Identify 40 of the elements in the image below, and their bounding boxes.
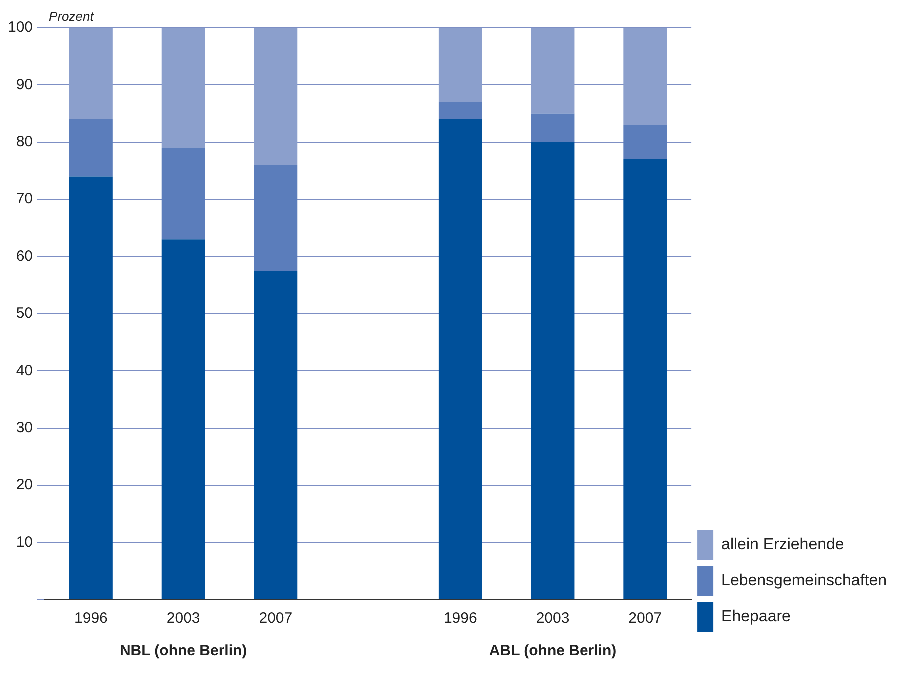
y-tick-label: 20 bbox=[16, 476, 34, 494]
x-tick-label: 2007 bbox=[628, 610, 662, 628]
bar bbox=[162, 28, 206, 148]
y-tick-label: 100 bbox=[8, 19, 34, 36]
y-tick-label: 90 bbox=[16, 76, 34, 94]
y-tick-label: 50 bbox=[16, 305, 34, 322]
bar bbox=[254, 28, 298, 166]
y-tick-label: 10 bbox=[16, 534, 34, 551]
text: ABL (ohne Berlin) bbox=[489, 642, 617, 660]
bar bbox=[624, 28, 668, 126]
y-tick-label: 60 bbox=[16, 248, 34, 265]
x-tick-label: 2003 bbox=[166, 610, 200, 628]
bar bbox=[70, 176, 113, 600]
text: NBL (ohne Berlin) bbox=[120, 642, 248, 660]
legend-label: Ehepaare bbox=[722, 608, 792, 626]
bar bbox=[624, 125, 668, 160]
bar bbox=[70, 28, 113, 120]
legend-label: Lebensgemeinschaften bbox=[722, 572, 887, 590]
bar bbox=[254, 165, 298, 272]
bar bbox=[254, 271, 298, 600]
bar bbox=[531, 114, 575, 142]
y-tick-label: 30 bbox=[16, 420, 34, 437]
bar bbox=[438, 120, 482, 600]
x-tick-label: 2007 bbox=[259, 610, 293, 628]
x-tick-label: 1996 bbox=[444, 610, 478, 628]
bar bbox=[531, 142, 575, 600]
y-tick-label: 70 bbox=[16, 190, 34, 208]
bar bbox=[624, 160, 668, 600]
bar bbox=[162, 240, 206, 600]
legend-label: allein Erziehende bbox=[722, 536, 844, 554]
bar bbox=[70, 120, 113, 177]
bar bbox=[531, 28, 575, 114]
y-tick-label: 40 bbox=[16, 362, 34, 380]
bar bbox=[162, 148, 206, 240]
bar bbox=[438, 102, 482, 120]
y-tick-label: 80 bbox=[16, 134, 34, 151]
bar bbox=[438, 28, 482, 102]
x-tick-label: 2003 bbox=[536, 610, 570, 628]
x-tick-label: 1996 bbox=[74, 610, 108, 628]
y-axis-title: Prozent bbox=[49, 9, 96, 24]
